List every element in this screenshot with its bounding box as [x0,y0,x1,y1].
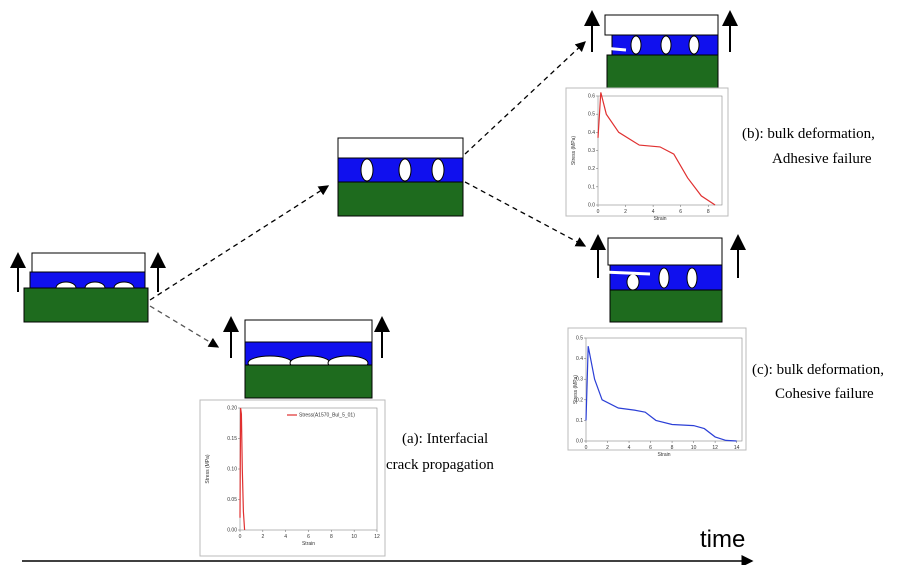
label-c: Cohesive failure [775,386,874,402]
y-tick-label: 0.00 [227,528,237,534]
y-tick-label: 0.2 [588,166,595,172]
x-tick-label: 6 [649,445,652,451]
legend-label: Stress(A1570_Bul_5_01) [299,413,355,419]
y-axis-label: Stress (MPa) [571,136,577,166]
x-tick-label: 2 [624,209,627,215]
x-tick-label: 8 [330,534,333,540]
x-tick-label: 0 [239,534,242,540]
y-tick-label: 0.5 [576,336,583,342]
x-axis-label: Strain [657,452,670,458]
x-tick-label: 8 [671,445,674,451]
y-tick-label: 0.1 [576,418,583,424]
specimen-c [598,236,738,322]
y-tick-label: 0.10 [227,467,237,473]
y-tick-label: 0.0 [576,439,583,445]
y-tick-label: 0.15 [227,436,237,442]
y-axis-label: Stress (MPa) [205,454,211,484]
x-axis-label: Strain [653,216,666,222]
specimen-a [231,318,382,398]
x-tick-label: 8 [707,209,710,215]
label-b: (b): bulk deformation, [742,126,875,142]
x-tick-label: 14 [734,445,740,451]
x-tick-label: 4 [628,445,631,451]
x-tick-label: 10 [691,445,697,451]
x-tick-label: 12 [374,534,380,540]
x-tick-label: 2 [606,445,609,451]
label-c: (c): bulk deformation, [752,362,884,378]
x-tick-label: 0 [597,209,600,215]
y-tick-label: 0.05 [227,497,237,503]
y-axis-label: Stress (MPa) [573,375,579,405]
time-label: time [700,526,745,553]
x-tick-label: 0 [585,445,588,451]
x-tick-label: 10 [351,534,357,540]
x-tick-label: 2 [261,534,264,540]
y-tick-label: 0.5 [588,112,595,118]
x-tick-label: 4 [652,209,655,215]
y-tick-label: 0.1 [588,184,595,190]
label-b: Adhesive failure [772,151,872,167]
y-tick-label: 0.4 [588,130,595,136]
y-tick-label: 0.0 [588,203,595,209]
y-tick-label: 0.6 [588,94,595,100]
specimen-middle [338,138,463,216]
chart-frame [568,328,746,450]
y-tick-label: 0.20 [227,406,237,412]
diagram: (a): Interfacial crack propagation (b): … [0,0,919,565]
x-tick-label: 12 [712,445,718,451]
specimen-initial [18,253,158,322]
x-tick-label: 6 [679,209,682,215]
y-tick-label: 0.3 [588,148,595,154]
x-tick-label: 6 [307,534,310,540]
label-a: (a): Interfacial [402,431,488,447]
x-axis-label: Strain [302,541,315,547]
specimen-b [592,12,730,88]
label-a: crack propagation [386,457,494,473]
y-tick-label: 0.4 [576,356,583,362]
x-tick-label: 4 [284,534,287,540]
